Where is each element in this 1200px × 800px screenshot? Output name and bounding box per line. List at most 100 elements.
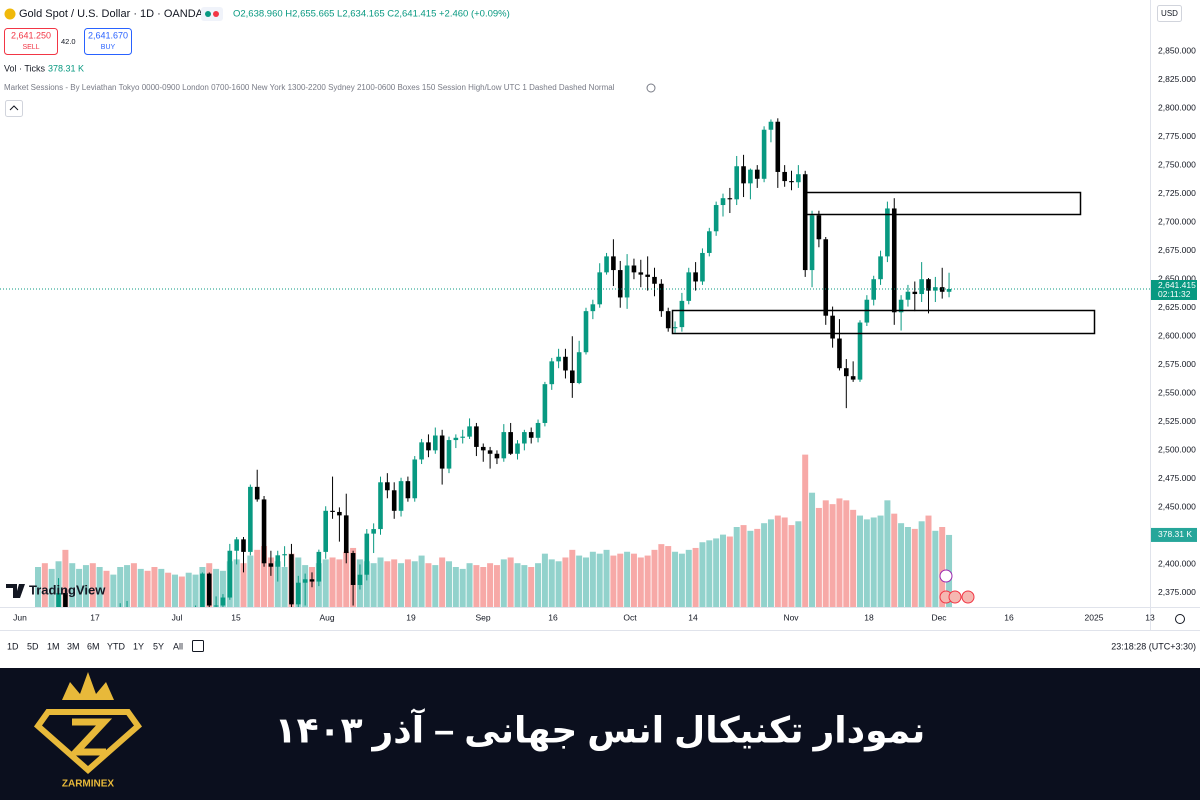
volume-bar (685, 549, 692, 607)
event-icon[interactable] (939, 569, 953, 583)
candle-body (576, 352, 582, 384)
candle-body (385, 482, 390, 491)
range-button[interactable]: All (173, 641, 183, 651)
candle-body (878, 256, 883, 280)
volume-bar (802, 454, 809, 607)
volume-bar (281, 567, 288, 607)
volume-bar (884, 500, 891, 607)
event-icon[interactable] (948, 590, 962, 604)
range-button[interactable]: 6M (87, 641, 100, 651)
candle-body (206, 573, 212, 606)
candle-body (460, 436, 465, 438)
logo-text: ZARMINEX (62, 779, 115, 790)
x-tick-label: 16 (548, 612, 558, 622)
volume-bar (863, 519, 870, 607)
candle-body (268, 563, 274, 567)
volume-bar (110, 574, 117, 607)
banner (0, 668, 1200, 800)
volume-bar (713, 538, 720, 607)
candle-body (522, 432, 527, 444)
volume-bar (41, 563, 48, 607)
x-tick-label: 19 (406, 612, 416, 622)
status-dot (213, 11, 219, 17)
candle-body (645, 274, 650, 277)
volume-bar (562, 557, 569, 607)
range-button[interactable]: 3M (67, 641, 80, 651)
candle-body (412, 459, 418, 499)
logo-mark (33, 672, 143, 774)
candle-body (775, 121, 781, 172)
candle-body (350, 553, 356, 585)
volume-bar (391, 559, 398, 607)
y-tick-label: 2,525.000 (1158, 416, 1196, 426)
volume-tag (1151, 527, 1197, 542)
currency-button[interactable] (1157, 5, 1182, 22)
volume-bar (870, 517, 877, 607)
y-tick-label: 2,450.000 (1158, 502, 1196, 512)
volume-bar (747, 530, 754, 607)
x-tick-label: Aug (319, 612, 334, 622)
x-tick-label: 17 (90, 612, 100, 622)
y-tick-label: 2,675.000 (1158, 245, 1196, 255)
candle-body (707, 231, 712, 253)
volume-bar (213, 568, 220, 607)
candle-body (748, 169, 753, 184)
range-button[interactable]: 1Y (133, 641, 144, 651)
volume-bar (514, 563, 521, 607)
volume-bar (644, 555, 651, 607)
candle-body (453, 437, 459, 441)
candle-body (898, 299, 904, 313)
x-tick-label: 2025 (1085, 612, 1104, 622)
collapse-button[interactable] (5, 100, 23, 117)
letter-z (67, 718, 113, 756)
settings-icon[interactable] (1175, 614, 1185, 624)
y-tick-label: 2,600.000 (1158, 330, 1196, 340)
y-tick-label: 2,775.000 (1158, 131, 1196, 141)
event-icon[interactable] (961, 590, 975, 604)
buy-button[interactable] (84, 28, 132, 55)
y-tick-label: 2,575.000 (1158, 359, 1196, 369)
candle-body (693, 272, 698, 282)
range-button[interactable]: YTD (107, 641, 126, 651)
volume-bar (918, 521, 925, 607)
sell-button[interactable] (4, 28, 58, 55)
candle-body (850, 376, 856, 380)
candle-body (474, 426, 479, 447)
candle-body (672, 327, 678, 329)
candle-body (241, 539, 246, 552)
volume-bar (384, 561, 391, 607)
x-tick-label: 16 (1004, 612, 1014, 622)
spread: 42.0 (61, 37, 76, 46)
range-button[interactable]: 1D (7, 641, 19, 651)
volume-bar (254, 549, 261, 607)
range-button[interactable]: 5Y (153, 641, 164, 651)
x-tick-label: 14 (688, 612, 698, 622)
currency: USD (1161, 9, 1178, 18)
range-button[interactable]: 1M (47, 641, 60, 651)
volume-bar (548, 559, 555, 607)
y-tick-label: 2,750.000 (1158, 159, 1196, 169)
volume-bar (761, 523, 768, 607)
volume-bar (877, 515, 884, 607)
volume-bar (480, 567, 487, 607)
volume-bar (35, 567, 41, 607)
banner-title: نمودار تکنیکال انس جهانی – آذر ۱۴۰۳ (275, 708, 926, 752)
calendar-icon[interactable] (192, 640, 204, 652)
volume-bar (363, 561, 370, 607)
candle-body (261, 499, 267, 564)
volume-bar (404, 559, 411, 607)
hide-icon[interactable] (646, 83, 656, 93)
y-tick-label: 2,475.000 (1158, 473, 1196, 483)
candle-body (200, 573, 205, 607)
volume-legend-value: 378.31 K (48, 63, 84, 73)
candle-body (63, 592, 68, 607)
candle-body (583, 311, 589, 353)
candle-body (234, 539, 239, 551)
candle-body (597, 272, 602, 305)
candle-body (378, 482, 383, 530)
range-button[interactable]: 5D (27, 641, 39, 651)
candle-body (905, 291, 911, 300)
candle-body (494, 453, 500, 459)
candle-body (857, 322, 863, 380)
volume-bar (117, 567, 124, 607)
